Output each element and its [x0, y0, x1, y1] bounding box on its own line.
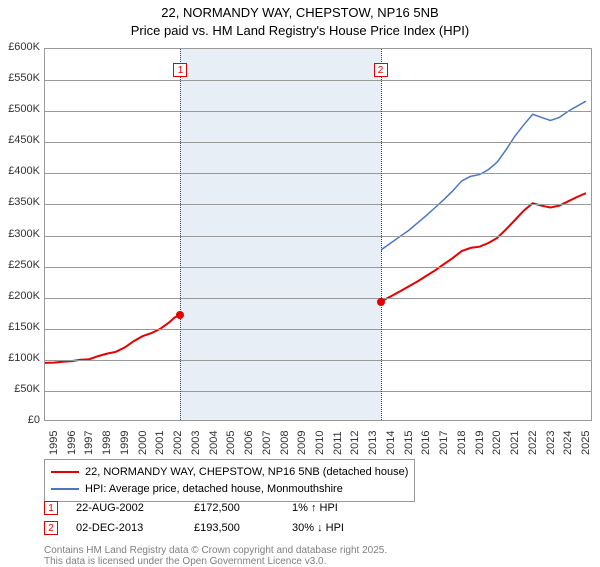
x-axis-label: 2004 — [208, 431, 220, 455]
title-line1: 22, NORMANDY WAY, CHEPSTOW, NP16 5NB — [0, 4, 600, 22]
transaction-row: 1 22-AUG-2002 £172,500 1% ↑ HPI — [44, 501, 392, 515]
x-axis-label: 2012 — [349, 431, 361, 455]
y-axis-label: £0 — [0, 414, 40, 426]
grid-line — [45, 298, 591, 299]
x-axis-label: 2007 — [261, 431, 273, 455]
y-axis-label: £350K — [0, 196, 40, 208]
x-axis-label: 2016 — [420, 431, 432, 455]
x-axis-label: 1997 — [83, 431, 95, 455]
marker-dot — [176, 311, 184, 319]
x-axis-label: 2014 — [385, 431, 397, 455]
credit-line: This data is licensed under the Open Gov… — [44, 556, 387, 567]
x-axis-label: 2018 — [456, 431, 468, 455]
y-axis-label: £500K — [0, 103, 40, 115]
y-axis-label: £600K — [0, 41, 40, 53]
x-axis-label: 2002 — [172, 431, 184, 455]
x-axis-label: 1996 — [66, 431, 78, 455]
x-axis-label: 2008 — [279, 431, 291, 455]
grid-line — [45, 391, 591, 392]
grid-line — [45, 111, 591, 112]
y-axis-label: £300K — [0, 228, 40, 240]
y-axis-label: £150K — [0, 321, 40, 333]
grid-line — [45, 142, 591, 143]
transaction-marker-box: 1 — [44, 501, 58, 515]
legend: 22, NORMANDY WAY, CHEPSTOW, NP16 5NB (de… — [44, 459, 415, 502]
x-axis-label: 1995 — [48, 431, 60, 455]
legend-item: HPI: Average price, detached house, Monm… — [51, 481, 408, 498]
legend-swatch — [51, 471, 79, 473]
x-axis-label: 2015 — [403, 431, 415, 455]
grid-line — [45, 329, 591, 330]
x-axis-label: 1999 — [119, 431, 131, 455]
y-axis-label: £200K — [0, 290, 40, 302]
title-line2: Price paid vs. HM Land Registry's House … — [0, 22, 600, 40]
legend-label: 22, NORMANDY WAY, CHEPSTOW, NP16 5NB (de… — [85, 464, 408, 481]
grid-line — [45, 80, 591, 81]
x-axis-label: 2009 — [296, 431, 308, 455]
marker-box: 1 — [173, 63, 187, 77]
y-axis-label: £50K — [0, 383, 40, 395]
grid-line — [45, 360, 591, 361]
transaction-diff: 1% ↑ HPI — [292, 502, 392, 514]
x-axis-label: 2023 — [545, 431, 557, 455]
x-axis-label: 2021 — [509, 431, 521, 455]
legend-label: HPI: Average price, detached house, Monm… — [85, 481, 343, 498]
x-axis-label: 2025 — [580, 431, 592, 455]
chart-plot-area: 12 — [44, 48, 592, 421]
transaction-table: 1 22-AUG-2002 £172,500 1% ↑ HPI 2 02-DEC-2013… — [44, 501, 392, 541]
chart-title: 22, NORMANDY WAY, CHEPSTOW, NP16 5NB Pri… — [0, 0, 600, 39]
transaction-date: 22-AUG-2002 — [76, 502, 176, 514]
credit-line: Contains HM Land Registry data © Crown c… — [44, 545, 387, 556]
y-axis-label: £100K — [0, 352, 40, 364]
credit-text: Contains HM Land Registry data © Crown c… — [44, 545, 387, 567]
transaction-row: 2 02-DEC-2013 £193,500 30% ↓ HPI — [44, 521, 392, 535]
transaction-price: £193,500 — [194, 522, 274, 534]
x-axis-label: 2003 — [190, 431, 202, 455]
x-axis-label: 2001 — [154, 431, 166, 455]
x-axis-label: 2024 — [562, 431, 574, 455]
x-axis-label: 2006 — [243, 431, 255, 455]
marker-dot — [377, 298, 385, 306]
x-axis-label: 2011 — [332, 431, 344, 455]
x-axis-label: 2000 — [137, 431, 149, 455]
marker-line — [180, 49, 181, 420]
transaction-date: 02-DEC-2013 — [76, 522, 176, 534]
grid-line — [45, 204, 591, 205]
x-axis-label: 2005 — [225, 431, 237, 455]
grid-line — [45, 236, 591, 237]
transaction-diff: 30% ↓ HPI — [292, 522, 392, 534]
grid-line — [45, 173, 591, 174]
marker-line — [381, 49, 382, 420]
legend-swatch — [51, 488, 79, 490]
transaction-price: £172,500 — [194, 502, 274, 514]
y-axis-label: £450K — [0, 134, 40, 146]
y-axis-label: £250K — [0, 259, 40, 271]
x-axis-label: 2019 — [474, 431, 486, 455]
marker-box: 2 — [374, 63, 388, 77]
y-axis-label: £400K — [0, 165, 40, 177]
x-axis-label: 2010 — [314, 431, 326, 455]
x-axis-label: 1998 — [101, 431, 113, 455]
shade-band — [180, 49, 380, 420]
transaction-marker-box: 2 — [44, 521, 58, 535]
y-axis-label: £550K — [0, 72, 40, 84]
x-axis-label: 2020 — [491, 431, 503, 455]
series-line-hpi — [381, 101, 586, 251]
x-axis-label: 2022 — [527, 431, 539, 455]
grid-line — [45, 267, 591, 268]
x-axis-label: 2017 — [438, 431, 450, 455]
x-axis-label: 2013 — [367, 431, 379, 455]
legend-item: 22, NORMANDY WAY, CHEPSTOW, NP16 5NB (de… — [51, 464, 408, 481]
